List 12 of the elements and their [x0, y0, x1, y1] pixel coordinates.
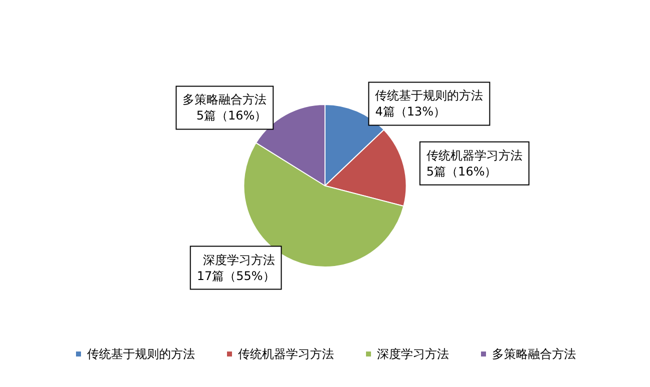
legend-label: 多策略融合方法	[492, 347, 576, 361]
data-label: 5篇（16%）	[196, 108, 267, 123]
data-label: 17篇（55%）	[196, 268, 275, 283]
slice-label: 传统机器学习方法	[426, 148, 522, 162]
slice-label: 多策略融合方法	[182, 92, 267, 107]
slice-label: 传统基于规则的方法	[375, 88, 484, 103]
data-label: 5篇（16%）	[426, 164, 497, 178]
legend-label: 传统机器学习方法	[238, 347, 334, 361]
slice-label: 深度学习方法	[202, 252, 275, 267]
data-label: 4篇（13%）	[375, 104, 446, 119]
legend-label: 传统基于规则的方法	[87, 347, 195, 361]
legend-label: 深度学习方法	[377, 347, 449, 361]
